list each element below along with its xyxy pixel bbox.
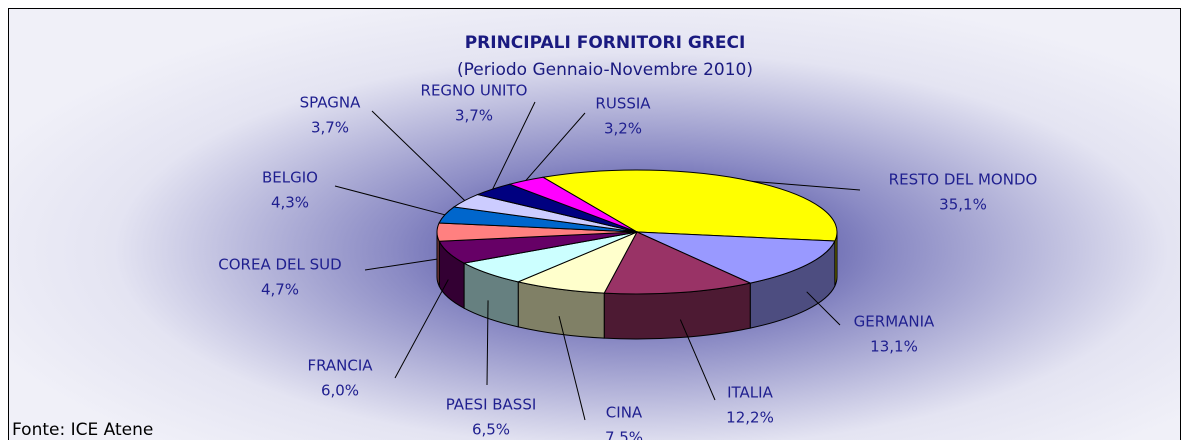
slice <box>603 231 752 295</box>
slice-value-label: 7,5% <box>605 429 643 440</box>
slice-label: REGNO UNITO <box>421 82 528 100</box>
slice-value-label: 6,0% <box>321 382 359 400</box>
chart-subtitle: (Periodo Gennaio-Novembre 2010) <box>457 60 753 80</box>
leader-line <box>334 185 445 216</box>
leader-line <box>525 112 586 181</box>
slice-label: CINA <box>606 404 643 422</box>
slice-value-label: 3,2% <box>604 120 642 138</box>
slice <box>636 231 836 284</box>
slice-label: FRANCIA <box>307 357 373 375</box>
slice-value-label: 13,1% <box>870 338 918 356</box>
slice-label: RESTO DEL MONDO <box>889 171 1038 189</box>
slice-value-label: 12,2% <box>726 409 774 427</box>
slice-label: ITALIA <box>727 384 773 402</box>
leader-line <box>364 258 438 271</box>
slice-label: GERMANIA <box>854 313 935 331</box>
leader-line <box>679 319 716 401</box>
slice-value-label: 6,5% <box>472 421 510 439</box>
slice-value-label: 3,7% <box>455 107 493 125</box>
leader-line <box>806 291 841 326</box>
source-note: Fonte: ICE Atene <box>12 420 153 440</box>
slice-value-label: 4,3% <box>271 194 309 212</box>
leader-line <box>394 279 449 379</box>
slice-label: RUSSIA <box>595 95 651 113</box>
slice-label: BELGIO <box>262 169 318 187</box>
leader-line <box>558 315 586 421</box>
slice-value-label: 3,7% <box>311 119 349 137</box>
slice-value-label: 35,1% <box>939 196 987 214</box>
chart-title: PRINCIPALI FORNITORI GRECI <box>465 33 746 53</box>
slice-label: SPAGNA <box>300 94 361 112</box>
leader-line <box>486 300 489 386</box>
leader-line <box>492 101 536 190</box>
leader-line <box>371 110 466 201</box>
slice-label: PAESI BASSI <box>446 396 537 414</box>
slice-label: COREA DEL SUD <box>218 256 341 274</box>
slice-value-label: 4,7% <box>261 281 299 299</box>
leader-line <box>752 180 861 191</box>
